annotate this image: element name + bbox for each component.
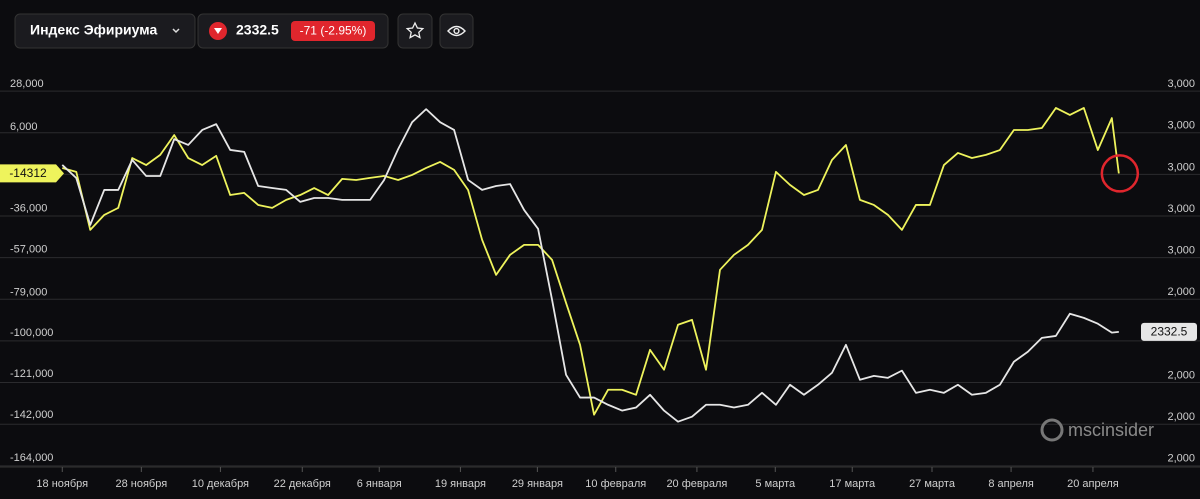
x-tick-label: 5 марта — [755, 478, 796, 490]
y-tick-label: -79,000 — [10, 286, 47, 298]
price: 2332.5 — [236, 22, 279, 38]
visibility-button[interactable] — [439, 13, 474, 49]
y2-tick-label: 3,000 — [1167, 245, 1195, 257]
y2-tick-label: 3,000 — [1167, 78, 1195, 90]
last-value-badge — [0, 164, 64, 183]
x-tick-label: 17 марта — [829, 478, 876, 490]
x-tick-label: 29 января — [512, 478, 563, 490]
series-line — [62, 107, 1120, 416]
x-tick-label: 28 ноября — [115, 478, 167, 490]
y-tick-label: -121,000 — [10, 368, 53, 380]
last-value-badge — [1141, 322, 1197, 341]
index-selector[interactable] — [14, 13, 196, 49]
y-tick-label: 28,000 — [10, 78, 44, 90]
highlight-circle — [1100, 154, 1140, 193]
y-tick-label: -142,000 — [10, 409, 53, 421]
y-tick-label: -100,000 — [10, 327, 53, 339]
x-tick-label: 20 февраля — [666, 478, 727, 490]
y-tick-label: -57,000 — [10, 243, 47, 255]
x-tick-label: 10 февраля — [585, 478, 646, 490]
eye-icon — [447, 25, 466, 37]
y2-tick-label: 2,000 — [1167, 453, 1195, 465]
x-tick-label: 18 ноября — [36, 478, 88, 490]
favorite-button[interactable] — [397, 13, 433, 49]
x-tick-label: 27 марта — [909, 478, 956, 490]
chevron — [172, 28, 180, 34]
y2-tick-label: 3,000 — [1167, 120, 1195, 132]
eye-pupil — [453, 27, 460, 35]
x-tick-label: 20 апреля — [1067, 478, 1119, 490]
change: -71 (-2.95%) — [300, 24, 367, 38]
toolbar: Индекс Эфириума 2332.5 -71 (-2.95%) — [14, 13, 474, 49]
y-tick-label: -164,000 — [10, 452, 53, 464]
x-tick-label: 19 января — [435, 478, 486, 490]
watermark-text: mscinsider — [1068, 420, 1154, 440]
watermark: mscinsider — [1040, 418, 1154, 442]
x-tick-label: 22 декабря — [274, 478, 331, 490]
y2-tick-label: 3,000 — [1167, 203, 1195, 215]
last-value-label: -14312 — [9, 166, 47, 180]
x-tick-label: 10 декабря — [192, 478, 249, 490]
down-arrow — [214, 28, 222, 34]
x-tick-label: 8 апреля — [988, 478, 1034, 490]
star-icon — [405, 21, 425, 39]
y-tick-label: 6,000 — [10, 121, 38, 133]
y2-tick-label: 2,000 — [1167, 286, 1195, 298]
index-title: Индекс Эфириума — [30, 22, 157, 38]
y2-tick-label: 2,000 — [1167, 411, 1195, 423]
y2-tick-label: 2,000 — [1167, 369, 1195, 381]
y-tick-label: -36,000 — [10, 203, 47, 215]
x-tick-label: 6 января — [357, 478, 402, 490]
watermark-logo — [1040, 418, 1064, 442]
change-pill — [291, 21, 375, 41]
y2-tick-label: 3,000 — [1167, 161, 1195, 173]
series-line — [61, 108, 1119, 423]
last-value-label: 2332.5 — [1151, 325, 1188, 339]
